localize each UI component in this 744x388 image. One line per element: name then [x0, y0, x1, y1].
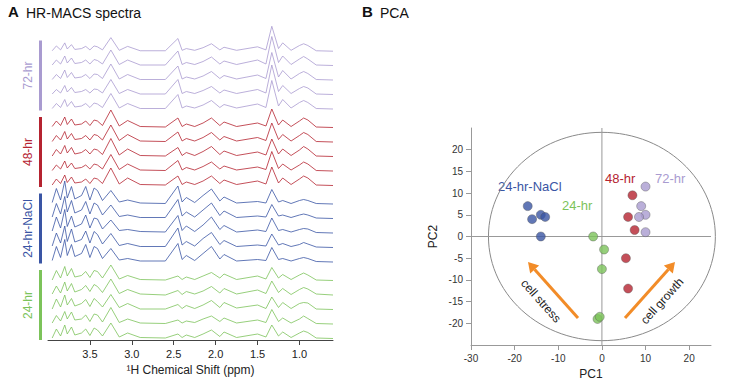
svg-text:PCA: PCA — [380, 5, 409, 21]
svg-text:cell stress: cell stress — [518, 276, 564, 325]
svg-text:¹H Chemical Shift (ppm): ¹H Chemical Shift (ppm) — [126, 363, 254, 377]
svg-text:-30: -30 — [464, 353, 479, 364]
svg-text:A: A — [8, 3, 19, 20]
svg-text:2.0: 2.0 — [208, 348, 223, 360]
svg-text:24-hr-NaCl: 24-hr-NaCl — [498, 179, 562, 194]
svg-text:-10: -10 — [551, 353, 566, 364]
svg-text:20: 20 — [684, 353, 696, 364]
svg-text:5: 5 — [457, 209, 463, 220]
svg-text:-10: -10 — [449, 274, 464, 285]
svg-text:72-hr: 72-hr — [655, 171, 686, 186]
svg-text:10: 10 — [640, 353, 652, 364]
svg-text:PC1: PC1 — [579, 367, 603, 381]
svg-text:24-hr-NaCl: 24-hr-NaCl — [21, 199, 35, 258]
svg-text:2.5: 2.5 — [166, 348, 181, 360]
svg-text:48-hr: 48-hr — [605, 171, 636, 186]
svg-text:-5: -5 — [454, 253, 463, 264]
svg-text:cell growth: cell growth — [638, 275, 687, 327]
svg-text:-20: -20 — [507, 353, 522, 364]
svg-text:0: 0 — [457, 231, 463, 242]
svg-text:1.0: 1.0 — [292, 348, 307, 360]
svg-text:24-hr: 24-hr — [21, 291, 35, 319]
svg-text:HR-MACS spectra: HR-MACS spectra — [26, 5, 141, 21]
svg-text:1.5: 1.5 — [250, 348, 265, 360]
svg-text:PC2: PC2 — [426, 225, 440, 249]
svg-text:B: B — [362, 3, 373, 20]
svg-text:48-hr: 48-hr — [21, 138, 35, 166]
svg-text:10: 10 — [452, 188, 464, 199]
svg-text:72-hr: 72-hr — [21, 61, 35, 89]
svg-text:-15: -15 — [449, 296, 464, 307]
svg-text:-20: -20 — [449, 318, 464, 329]
svg-text:0: 0 — [599, 353, 605, 364]
svg-text:3.0: 3.0 — [124, 348, 139, 360]
svg-text:3.5: 3.5 — [82, 348, 97, 360]
svg-text:15: 15 — [452, 166, 464, 177]
svg-text:20: 20 — [452, 144, 464, 155]
svg-text:24-hr: 24-hr — [562, 198, 593, 213]
